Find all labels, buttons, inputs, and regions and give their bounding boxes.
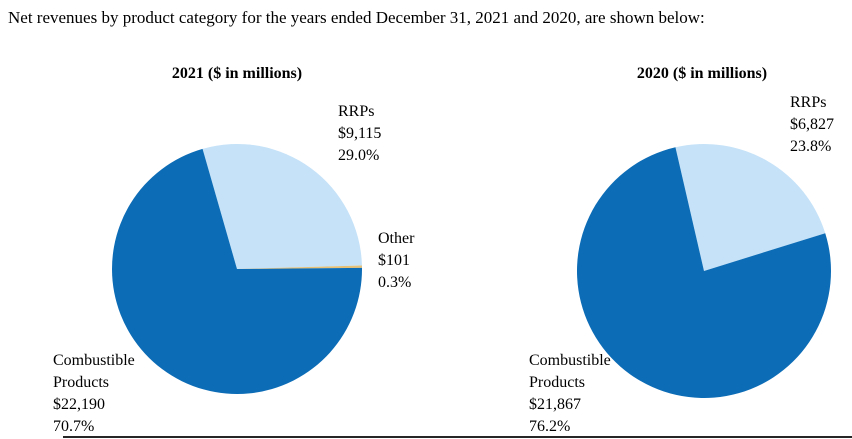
pie-slice-other: [237, 265, 362, 269]
label-line: 76.2%: [529, 418, 571, 435]
label-line: $6,827: [790, 116, 834, 133]
label-line: Combustible: [53, 352, 135, 369]
label-2020-combustible: Combustible Products $21,867 76.2%: [529, 350, 611, 438]
pie-slice-rrps: [675, 144, 826, 271]
pie-chart-2020: [577, 144, 831, 398]
label-line: Combustible: [529, 352, 611, 369]
pie-slice-rrps: [202, 144, 362, 269]
label-2021-other: Other $101 0.3%: [378, 228, 414, 294]
bottom-rule: [63, 436, 852, 438]
label-line: RRPs: [790, 94, 827, 111]
label-line: 23.8%: [790, 138, 832, 155]
label-2021-rrps: RRPs $9,115 29.0%: [338, 101, 381, 167]
pie-chart-2021: [112, 144, 362, 394]
label-2021-combustible: Combustible Products $22,190 70.7%: [53, 350, 135, 438]
label-line: RRPs: [338, 103, 375, 120]
label-line: Other: [378, 230, 415, 247]
label-line: 29.0%: [338, 147, 380, 164]
label-2020-rrps: RRPs $6,827 23.8%: [790, 92, 834, 158]
chart-title-2021: 2021 ($ in millions): [171, 65, 303, 82]
intro-text: Net revenues by product category for the…: [8, 8, 705, 27]
label-line: Products: [53, 374, 109, 391]
label-line: 0.3%: [378, 274, 412, 291]
pie-slice-combustible-products: [577, 147, 831, 398]
label-line: $21,867: [529, 396, 581, 413]
label-line: $101: [378, 252, 410, 269]
label-line: 70.7%: [53, 418, 95, 435]
label-line: $9,115: [338, 125, 382, 142]
chart-title-2020: 2020 ($ in millions): [636, 65, 768, 82]
label-line: $22,190: [53, 396, 105, 413]
pie-slice-combustible-products: [112, 148, 362, 394]
label-line: Products: [529, 374, 585, 391]
